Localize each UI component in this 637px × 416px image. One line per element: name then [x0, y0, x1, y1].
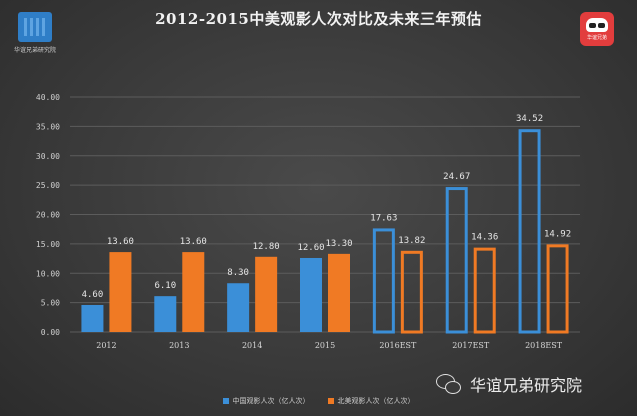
- data-label: 13.60: [180, 237, 207, 247]
- legend-label-china: 中国观影人次（亿人次）: [232, 397, 310, 405]
- bar-china: [81, 304, 104, 332]
- bar-china: [372, 228, 395, 334]
- y-tick-label: 10.00: [36, 269, 60, 278]
- data-label: 4.60: [82, 290, 104, 300]
- logo-caption-right: 华谊兄弟: [586, 34, 607, 41]
- logo-caption: 华谊兄弟研究院: [13, 47, 56, 54]
- bar-north-america: [182, 252, 205, 332]
- legend-item-north-america: 北美观影人次（亿人次）: [327, 396, 415, 406]
- data-label: 13.82: [398, 236, 425, 246]
- x-tick-label: 2013: [169, 341, 189, 350]
- legend-swatch-north-america: [327, 398, 334, 404]
- bar-china: [445, 187, 468, 334]
- bar-north-america: [400, 250, 423, 334]
- bar-china: [300, 257, 322, 332]
- x-tick-label: 2016EST: [379, 341, 417, 350]
- legend-swatch-china: [222, 398, 229, 404]
- wechat-icon: [436, 374, 462, 394]
- x-tick-label: 2012: [96, 341, 116, 350]
- data-label: 12.60: [297, 243, 324, 253]
- x-tick-label: 2015: [315, 341, 335, 350]
- bar-north-america: [328, 253, 350, 332]
- y-tick-label: 5.00: [41, 299, 60, 308]
- mascot-icon: [586, 17, 608, 32]
- bar-china: [518, 129, 541, 334]
- data-label: 6.10: [154, 281, 176, 291]
- data-label: 24.67: [443, 172, 470, 182]
- y-tick-label: 25.00: [36, 181, 60, 190]
- data-label: 14.36: [471, 233, 498, 243]
- x-tick-label: 2017EST: [452, 341, 490, 350]
- y-tick-label: 15.00: [36, 240, 60, 249]
- data-label: 17.63: [370, 213, 397, 223]
- data-label: 8.30: [227, 268, 249, 278]
- data-label: 12.80: [253, 242, 280, 252]
- legend-label-north-america: 北美观影人次（亿人次）: [337, 397, 415, 405]
- bar-china: [227, 283, 250, 332]
- bar-north-america: [109, 252, 132, 332]
- chart-title: 2012-2015中美观影人次对比及未来三年预估: [155, 10, 482, 28]
- huayi-research-logo: 华谊兄弟研究院: [12, 12, 58, 56]
- chart-legend: 中国观影人次（亿人次） 北美观影人次（亿人次）: [0, 396, 637, 406]
- y-tick-label: 0.00: [41, 328, 60, 337]
- bar-north-america: [546, 244, 569, 334]
- data-label: 14.92: [544, 229, 571, 239]
- bar-north-america: [473, 247, 496, 334]
- data-label: 34.52: [516, 114, 543, 124]
- y-tick-label: 20.00: [36, 211, 60, 220]
- bar-north-america: [255, 256, 278, 332]
- footer-brand-text: 华谊兄弟研究院: [470, 376, 583, 395]
- bar-china: [154, 296, 177, 332]
- huayi-brothers-logo: 华谊兄弟: [580, 12, 614, 46]
- legend-item-china: 中国观影人次（亿人次）: [222, 396, 310, 406]
- footer-brand: 华谊兄弟研究院: [436, 372, 582, 396]
- y-tick-label: 40.00: [36, 93, 60, 102]
- x-tick-label: 2018EST: [525, 341, 563, 350]
- data-label: 13.30: [325, 239, 352, 249]
- y-tick-label: 30.00: [36, 152, 60, 161]
- building-icon: [18, 12, 52, 42]
- y-tick-label: 35.00: [36, 122, 60, 131]
- data-label: 13.60: [107, 237, 134, 247]
- x-tick-label: 2014: [242, 341, 262, 350]
